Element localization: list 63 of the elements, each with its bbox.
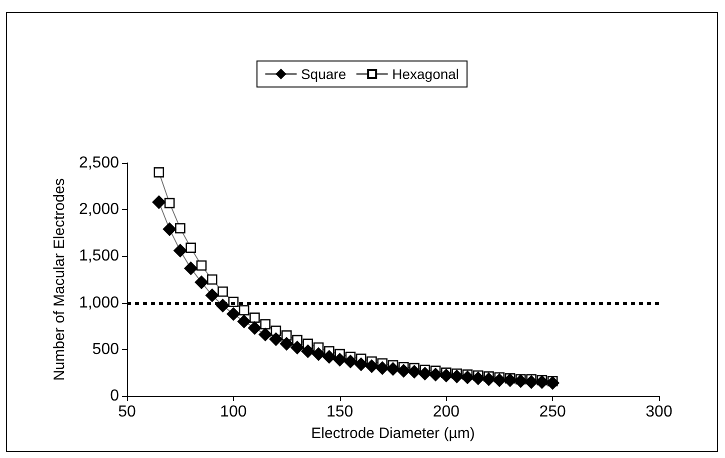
point — [535, 375, 549, 389]
point — [206, 274, 218, 285]
point — [333, 353, 346, 366]
y-tick-label: 2,500 — [78, 154, 120, 172]
point — [175, 223, 186, 234]
point — [218, 286, 228, 297]
x-tick-label: 200 — [432, 404, 460, 420]
point — [248, 321, 262, 335]
point — [344, 354, 358, 368]
point — [238, 305, 250, 316]
x-tick-label: 150 — [326, 404, 354, 420]
point — [301, 344, 315, 358]
point — [154, 167, 164, 178]
point — [260, 319, 270, 330]
point — [503, 374, 517, 387]
point — [546, 376, 560, 390]
x-tick-label: 250 — [539, 404, 566, 420]
x-tick-label: 50 — [118, 404, 136, 420]
point — [492, 374, 506, 387]
point — [152, 195, 166, 209]
point — [280, 337, 294, 350]
point — [186, 242, 196, 253]
point — [471, 372, 485, 385]
point — [164, 198, 175, 208]
point — [408, 365, 421, 378]
point — [237, 314, 251, 328]
legend-label: Square — [300, 66, 346, 82]
y-tick-label: 0 — [110, 388, 120, 404]
point — [269, 332, 283, 346]
point — [514, 374, 528, 388]
point — [450, 370, 464, 384]
point — [205, 288, 219, 302]
point — [386, 362, 400, 376]
point — [365, 360, 378, 373]
legend-label: Hexagonal — [392, 66, 460, 82]
y-tick-label: 2,000 — [78, 201, 120, 218]
point — [418, 366, 432, 380]
point — [194, 276, 208, 289]
y-tick-label: 1,500 — [78, 248, 120, 265]
point — [174, 244, 187, 258]
y-tick-label: 1,000 — [78, 294, 120, 312]
point — [250, 312, 260, 323]
point — [376, 361, 390, 375]
point — [322, 350, 336, 364]
point — [290, 340, 304, 354]
point — [482, 372, 496, 386]
point — [184, 262, 198, 275]
y-tick-label: 500 — [92, 340, 120, 358]
x-tick-label: 300 — [646, 404, 672, 420]
point — [162, 222, 176, 236]
point — [524, 375, 538, 389]
point — [258, 328, 272, 342]
y-axis-title: Number of Macular Electrodes — [51, 178, 68, 381]
x-tick-label: 100 — [220, 404, 247, 420]
point — [396, 364, 410, 378]
point — [354, 358, 368, 371]
point — [440, 368, 453, 382]
point — [428, 368, 442, 382]
x-axis-title: Electrode Diameter (µm) — [311, 425, 475, 442]
point — [196, 260, 207, 271]
point — [226, 307, 240, 321]
point — [460, 370, 474, 384]
point — [312, 347, 326, 361]
